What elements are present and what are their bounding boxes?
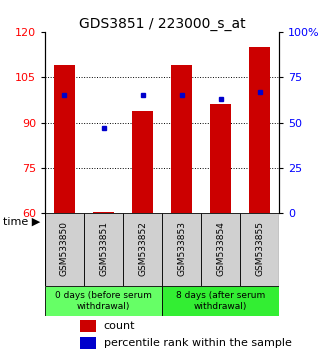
Text: GSM533852: GSM533852 xyxy=(138,221,147,276)
Bar xyxy=(210,104,231,213)
Text: GSM533855: GSM533855 xyxy=(255,221,264,276)
Text: 8 days (after serum
withdrawal): 8 days (after serum withdrawal) xyxy=(176,291,265,311)
FancyBboxPatch shape xyxy=(162,213,201,286)
Text: percentile rank within the sample: percentile rank within the sample xyxy=(103,338,291,348)
Text: GSM533854: GSM533854 xyxy=(216,221,225,276)
Bar xyxy=(249,47,271,213)
Text: 0 days (before serum
withdrawal): 0 days (before serum withdrawal) xyxy=(55,291,152,311)
FancyBboxPatch shape xyxy=(123,213,162,286)
Text: GSM533850: GSM533850 xyxy=(60,221,69,276)
Bar xyxy=(80,320,97,332)
Text: time ▶: time ▶ xyxy=(3,217,40,227)
FancyBboxPatch shape xyxy=(240,213,279,286)
FancyBboxPatch shape xyxy=(84,213,123,286)
Text: GSM533851: GSM533851 xyxy=(99,221,108,276)
Text: GSM533853: GSM533853 xyxy=(177,221,186,276)
Bar xyxy=(171,65,192,213)
Bar xyxy=(80,337,97,349)
Bar xyxy=(132,110,153,213)
Bar xyxy=(54,65,75,213)
Title: GDS3851 / 223000_s_at: GDS3851 / 223000_s_at xyxy=(79,17,246,31)
Bar xyxy=(93,212,114,213)
FancyBboxPatch shape xyxy=(201,213,240,286)
FancyBboxPatch shape xyxy=(162,286,279,316)
Text: count: count xyxy=(103,321,135,331)
FancyBboxPatch shape xyxy=(45,286,162,316)
FancyBboxPatch shape xyxy=(45,213,84,286)
